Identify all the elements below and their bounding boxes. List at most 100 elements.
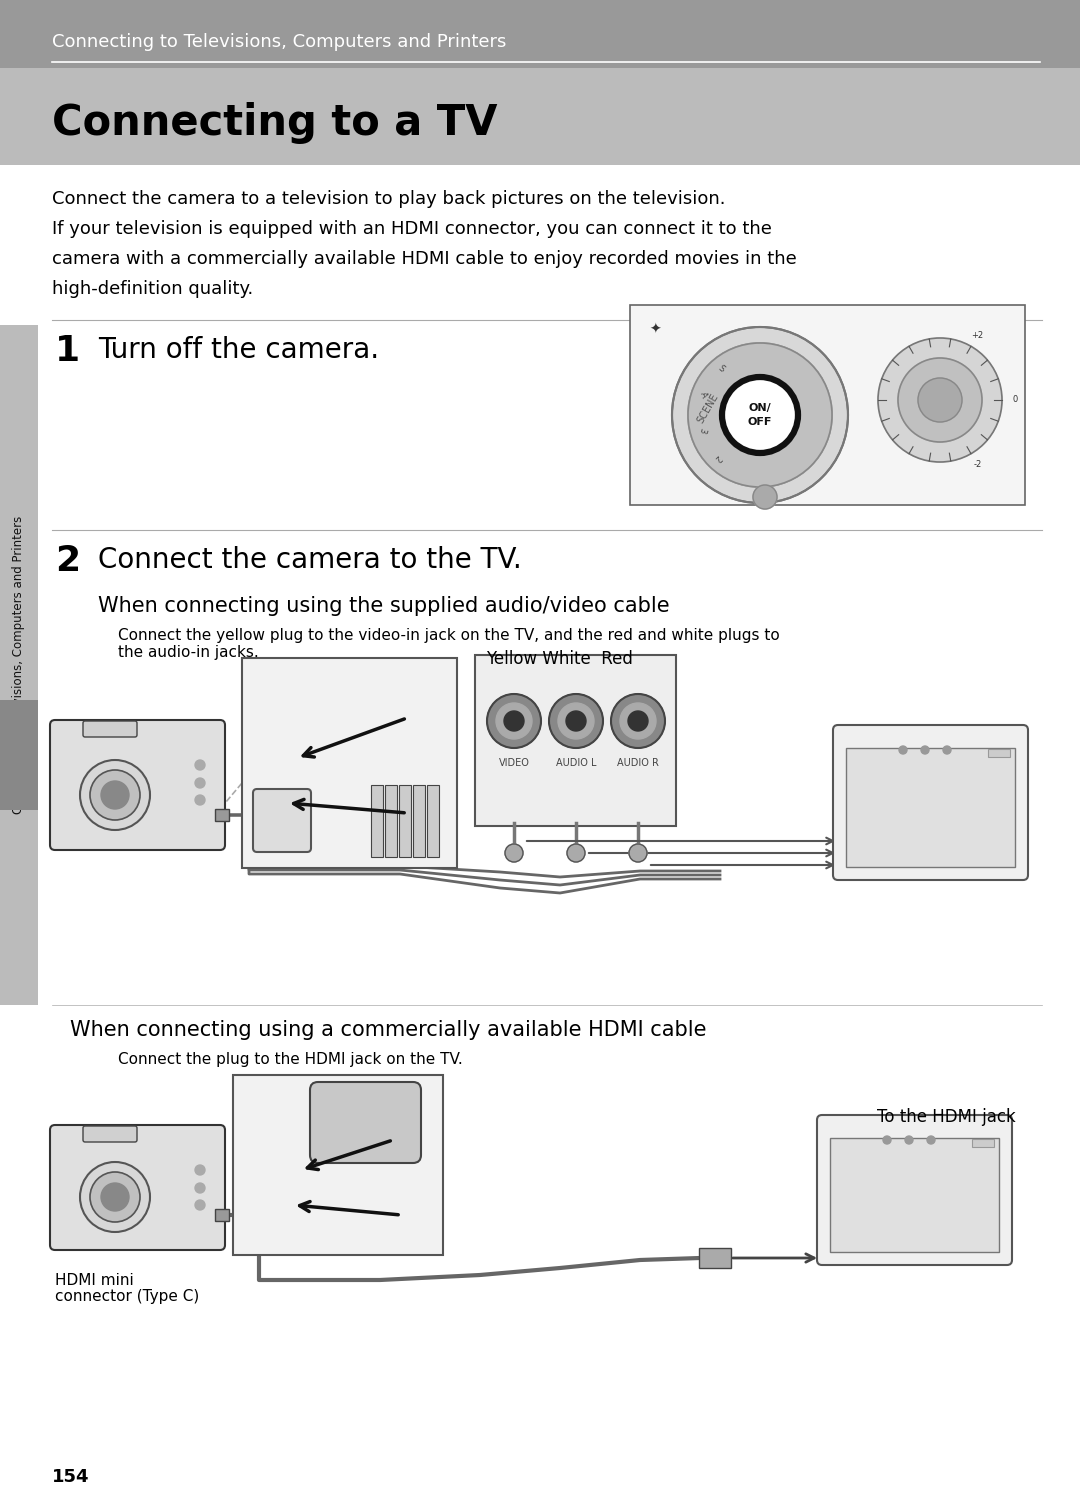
FancyBboxPatch shape	[816, 1114, 1012, 1265]
FancyBboxPatch shape	[833, 725, 1028, 880]
Text: 2: 2	[55, 544, 80, 578]
Text: Connect the camera to the TV.: Connect the camera to the TV.	[98, 545, 522, 574]
Text: To the HDMI jack: To the HDMI jack	[877, 1109, 1016, 1126]
FancyBboxPatch shape	[972, 1138, 994, 1147]
Text: A: A	[699, 391, 708, 398]
Text: HDMI mini: HDMI mini	[55, 1274, 134, 1288]
FancyBboxPatch shape	[83, 721, 137, 737]
FancyBboxPatch shape	[413, 785, 426, 857]
Text: Connecting to Televisions, Computers and Printers: Connecting to Televisions, Computers and…	[13, 516, 26, 814]
FancyBboxPatch shape	[384, 785, 397, 857]
Text: 0: 0	[1012, 395, 1017, 404]
Bar	[0, 68, 1080, 165]
Text: VIDEO: VIDEO	[499, 758, 529, 768]
Circle shape	[899, 746, 907, 753]
Circle shape	[921, 746, 929, 753]
FancyBboxPatch shape	[50, 1125, 225, 1250]
Text: If your television is equipped with an HDMI connector, you can connect it to the: If your television is equipped with an H…	[52, 220, 772, 238]
Text: Connect the plug to the HDMI jack on the TV.: Connect the plug to the HDMI jack on the…	[118, 1052, 462, 1067]
FancyBboxPatch shape	[699, 1248, 731, 1268]
Text: AUDIO L: AUDIO L	[556, 758, 596, 768]
FancyBboxPatch shape	[988, 749, 1010, 756]
FancyBboxPatch shape	[846, 747, 1015, 866]
Bar	[0, 700, 38, 810]
Text: Turn off the camera.: Turn off the camera.	[98, 336, 379, 364]
Circle shape	[496, 703, 532, 739]
Text: the audio-in jacks.: the audio-in jacks.	[118, 645, 259, 660]
Circle shape	[905, 1135, 913, 1144]
FancyBboxPatch shape	[475, 655, 676, 826]
Text: high-definition quality.: high-definition quality.	[52, 279, 253, 299]
Text: OFF: OFF	[747, 418, 772, 426]
Circle shape	[487, 694, 541, 747]
Circle shape	[753, 484, 777, 510]
Circle shape	[566, 710, 586, 731]
FancyBboxPatch shape	[427, 785, 438, 857]
FancyBboxPatch shape	[215, 808, 229, 820]
Circle shape	[927, 1135, 935, 1144]
Circle shape	[723, 377, 798, 453]
Text: +2: +2	[971, 330, 984, 339]
Text: camera with a commercially available HDMI cable to enjoy recorded movies in the: camera with a commercially available HDM…	[52, 250, 797, 267]
Text: Connect the yellow plug to the video-in jack on the TV, and the red and white pl: Connect the yellow plug to the video-in …	[118, 629, 780, 643]
Circle shape	[80, 759, 150, 831]
FancyBboxPatch shape	[233, 1074, 443, 1256]
Text: ✦: ✦	[649, 322, 661, 337]
Bar	[0, 325, 38, 1005]
FancyBboxPatch shape	[215, 1210, 229, 1221]
Text: 1: 1	[55, 334, 80, 369]
Circle shape	[918, 377, 962, 422]
Circle shape	[567, 844, 585, 862]
FancyBboxPatch shape	[630, 305, 1025, 505]
FancyBboxPatch shape	[310, 1082, 421, 1164]
Circle shape	[629, 844, 647, 862]
Circle shape	[620, 703, 656, 739]
FancyBboxPatch shape	[399, 785, 411, 857]
Circle shape	[90, 770, 140, 820]
Circle shape	[102, 1183, 129, 1211]
Circle shape	[558, 703, 594, 739]
Text: Connect the camera to a television to play back pictures on the television.: Connect the camera to a television to pl…	[52, 190, 726, 208]
Circle shape	[504, 710, 524, 731]
Text: When connecting using a commercially available HDMI cable: When connecting using a commercially ava…	[70, 1019, 706, 1040]
Text: 154: 154	[52, 1468, 90, 1486]
Circle shape	[943, 746, 951, 753]
Circle shape	[195, 1183, 205, 1193]
Text: -2: -2	[973, 461, 982, 470]
FancyBboxPatch shape	[242, 658, 457, 868]
FancyBboxPatch shape	[253, 789, 311, 851]
Circle shape	[897, 358, 982, 441]
Bar	[0, 0, 1080, 68]
Text: S: S	[716, 364, 727, 374]
Circle shape	[102, 782, 129, 808]
Circle shape	[549, 694, 603, 747]
FancyBboxPatch shape	[50, 721, 225, 850]
Text: 2: 2	[713, 452, 723, 462]
Circle shape	[505, 844, 523, 862]
Circle shape	[195, 779, 205, 788]
Circle shape	[611, 694, 665, 747]
Text: When connecting using the supplied audio/video cable: When connecting using the supplied audio…	[98, 596, 670, 617]
Circle shape	[195, 1201, 205, 1210]
Text: ON/: ON/	[748, 403, 771, 413]
Text: AUDIO R: AUDIO R	[617, 758, 659, 768]
FancyBboxPatch shape	[831, 1138, 999, 1253]
Text: Yellow White  Red: Yellow White Red	[486, 649, 633, 669]
Text: 3: 3	[697, 426, 707, 434]
FancyBboxPatch shape	[372, 785, 383, 857]
Circle shape	[195, 1165, 205, 1175]
Circle shape	[672, 327, 848, 502]
FancyBboxPatch shape	[83, 1126, 137, 1143]
Circle shape	[80, 1162, 150, 1232]
Text: Connecting to Televisions, Computers and Printers: Connecting to Televisions, Computers and…	[52, 33, 507, 51]
Text: SCENE: SCENE	[696, 392, 720, 425]
Circle shape	[878, 337, 1002, 462]
Circle shape	[688, 343, 832, 487]
Text: connector (Type C): connector (Type C)	[55, 1288, 199, 1305]
Circle shape	[883, 1135, 891, 1144]
Circle shape	[627, 710, 648, 731]
Circle shape	[195, 795, 205, 805]
Circle shape	[90, 1172, 140, 1221]
Circle shape	[195, 759, 205, 770]
Text: Connecting to a TV: Connecting to a TV	[52, 103, 498, 144]
